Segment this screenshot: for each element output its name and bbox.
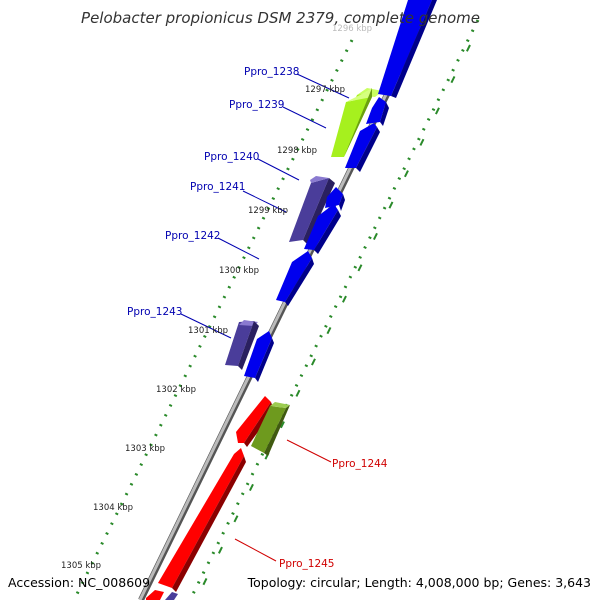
- gene-ppro-1241b-side: [314, 210, 341, 254]
- gene-label-ppro-1245[interactable]: Ppro_1245: [279, 558, 334, 570]
- scale-label: 1305 kbp: [61, 561, 101, 571]
- genome-summary-text: Topology: circular; Length: 4,008,000 bp…: [247, 575, 591, 590]
- gene-purple-bottom-face: [165, 592, 178, 600]
- gene-label-ppro-1240[interactable]: Ppro_1240: [204, 151, 259, 163]
- gene-ppro-1239-face: [331, 97, 372, 157]
- label-leader-lines: [180, 73, 350, 562]
- gene-ppro-1245-face: [158, 448, 244, 588]
- gene-ppro-1244-face: [251, 406, 286, 453]
- leader-ppro-1242: [217, 237, 260, 260]
- gene-ppro-1244[interactable]: [251, 402, 290, 456]
- gene-blue-a-face: [366, 97, 386, 124]
- gene-label-ppro-1243[interactable]: Ppro_1243: [127, 306, 182, 318]
- gene-ppro-1239[interactable]: [331, 88, 372, 157]
- gene-ppro-1240[interactable]: [289, 176, 335, 244]
- leader-ppro-1244: [286, 439, 332, 463]
- gene-label-ppro-1242[interactable]: Ppro_1242: [165, 230, 220, 242]
- gc-dashes-outer: [194, 44, 471, 600]
- gene-red-bottom[interactable]: [146, 590, 178, 600]
- gene-label-ppro-1244[interactable]: Ppro_1244: [332, 458, 388, 470]
- gene-labels: Ppro_1238 Ppro_1239 Ppro_1240 Ppro_1241 …: [127, 66, 388, 570]
- gene-ppro-1243[interactable]: [225, 320, 259, 370]
- scale-label: 1300 kbp: [219, 266, 259, 276]
- leader-ppro-1239: [282, 106, 327, 129]
- leader-ppro-1238: [296, 73, 350, 99]
- gene-ppro-1242[interactable]: [276, 251, 314, 306]
- gene-red-1-face: [236, 396, 271, 443]
- gc-dots-outer: [188, 19, 480, 600]
- map-title: Pelobacter propionicus DSM 2379, complet…: [81, 9, 480, 27]
- gene-blue-b[interactable]: [345, 123, 380, 172]
- gene-ppro-1245-side: [172, 456, 246, 592]
- gene-ppro-1243-side: [238, 321, 259, 370]
- leader-ppro-1245: [234, 538, 277, 562]
- gene-ppro-1239-side: [344, 88, 372, 157]
- gene-label-ppro-1241[interactable]: Ppro_1241: [190, 181, 245, 193]
- scale-label: 1303 kbp: [125, 444, 165, 454]
- scale-label: 1298 kbp: [277, 146, 317, 156]
- gene-red-1-side: [244, 402, 274, 447]
- gene-blue-b-face: [345, 123, 377, 168]
- gene-ppro-1243-face: [225, 321, 254, 366]
- scale-label: 1299 kbp: [248, 206, 288, 216]
- gene-ppro-1240-side: [303, 178, 335, 244]
- scale-labels: 1296 kbp 1297 kbp 1298 kbp 1299 kbp 1300…: [61, 24, 372, 571]
- leader-ppro-1241: [242, 190, 287, 213]
- gene-blue-a-side: [380, 102, 389, 126]
- gene-blue-b-side: [356, 127, 380, 172]
- gene-ppro-1241[interactable]: [325, 187, 345, 211]
- gene-ppro-1245[interactable]: [158, 448, 246, 592]
- red-genes: [146, 396, 290, 600]
- gene-ppro-1240-top: [310, 176, 329, 183]
- gene-red-1[interactable]: [236, 396, 274, 447]
- reverse-strand-genes: [225, 88, 383, 370]
- gene-ppro-1243-blue[interactable]: [244, 331, 274, 382]
- scale-label: 1297 kbp: [305, 85, 345, 95]
- forward-strand-genes: [244, 0, 437, 382]
- scale-label: 1301 kbp: [188, 326, 228, 336]
- gene-ppro-1241-side: [339, 194, 345, 211]
- gene-top-blue-side: [391, 0, 437, 98]
- gene-ppro-1239-top: [346, 88, 372, 102]
- gene-ppro-1242-face: [276, 251, 312, 302]
- gene-ppro-1243-blue-side: [255, 338, 274, 382]
- gene-ppro-1240-face: [289, 178, 329, 242]
- gene-ppro-1242-side: [285, 258, 314, 306]
- gene-ppro-1244-top: [270, 402, 290, 408]
- gene-ppro-1244-side: [264, 405, 290, 456]
- gene-red-bottom-face: [146, 590, 164, 600]
- gene-label-ppro-1239[interactable]: Ppro_1239: [229, 99, 284, 111]
- gene-top-blue[interactable]: [378, 0, 437, 98]
- scale-label: 1296 kbp: [332, 24, 372, 34]
- gene-ppro-1241-face: [325, 187, 343, 208]
- gene-label-ppro-1238[interactable]: Ppro_1238: [244, 66, 299, 78]
- gc-track-outer: [188, 19, 480, 600]
- leader-ppro-1240: [257, 158, 300, 181]
- gene-blue-a[interactable]: [366, 97, 389, 126]
- gene-ppro-1241b[interactable]: [304, 204, 341, 254]
- gene-ppro-1243-blue-face: [244, 331, 272, 378]
- gene-ppro-1241b-face: [304, 204, 338, 250]
- scale-label: 1302 kbp: [156, 385, 196, 395]
- scale-label: 1304 kbp: [93, 503, 133, 513]
- gene-top-blue-face: [378, 0, 432, 96]
- leader-ppro-1243: [180, 313, 232, 339]
- accession-text: Accession: NC_008609: [8, 575, 150, 590]
